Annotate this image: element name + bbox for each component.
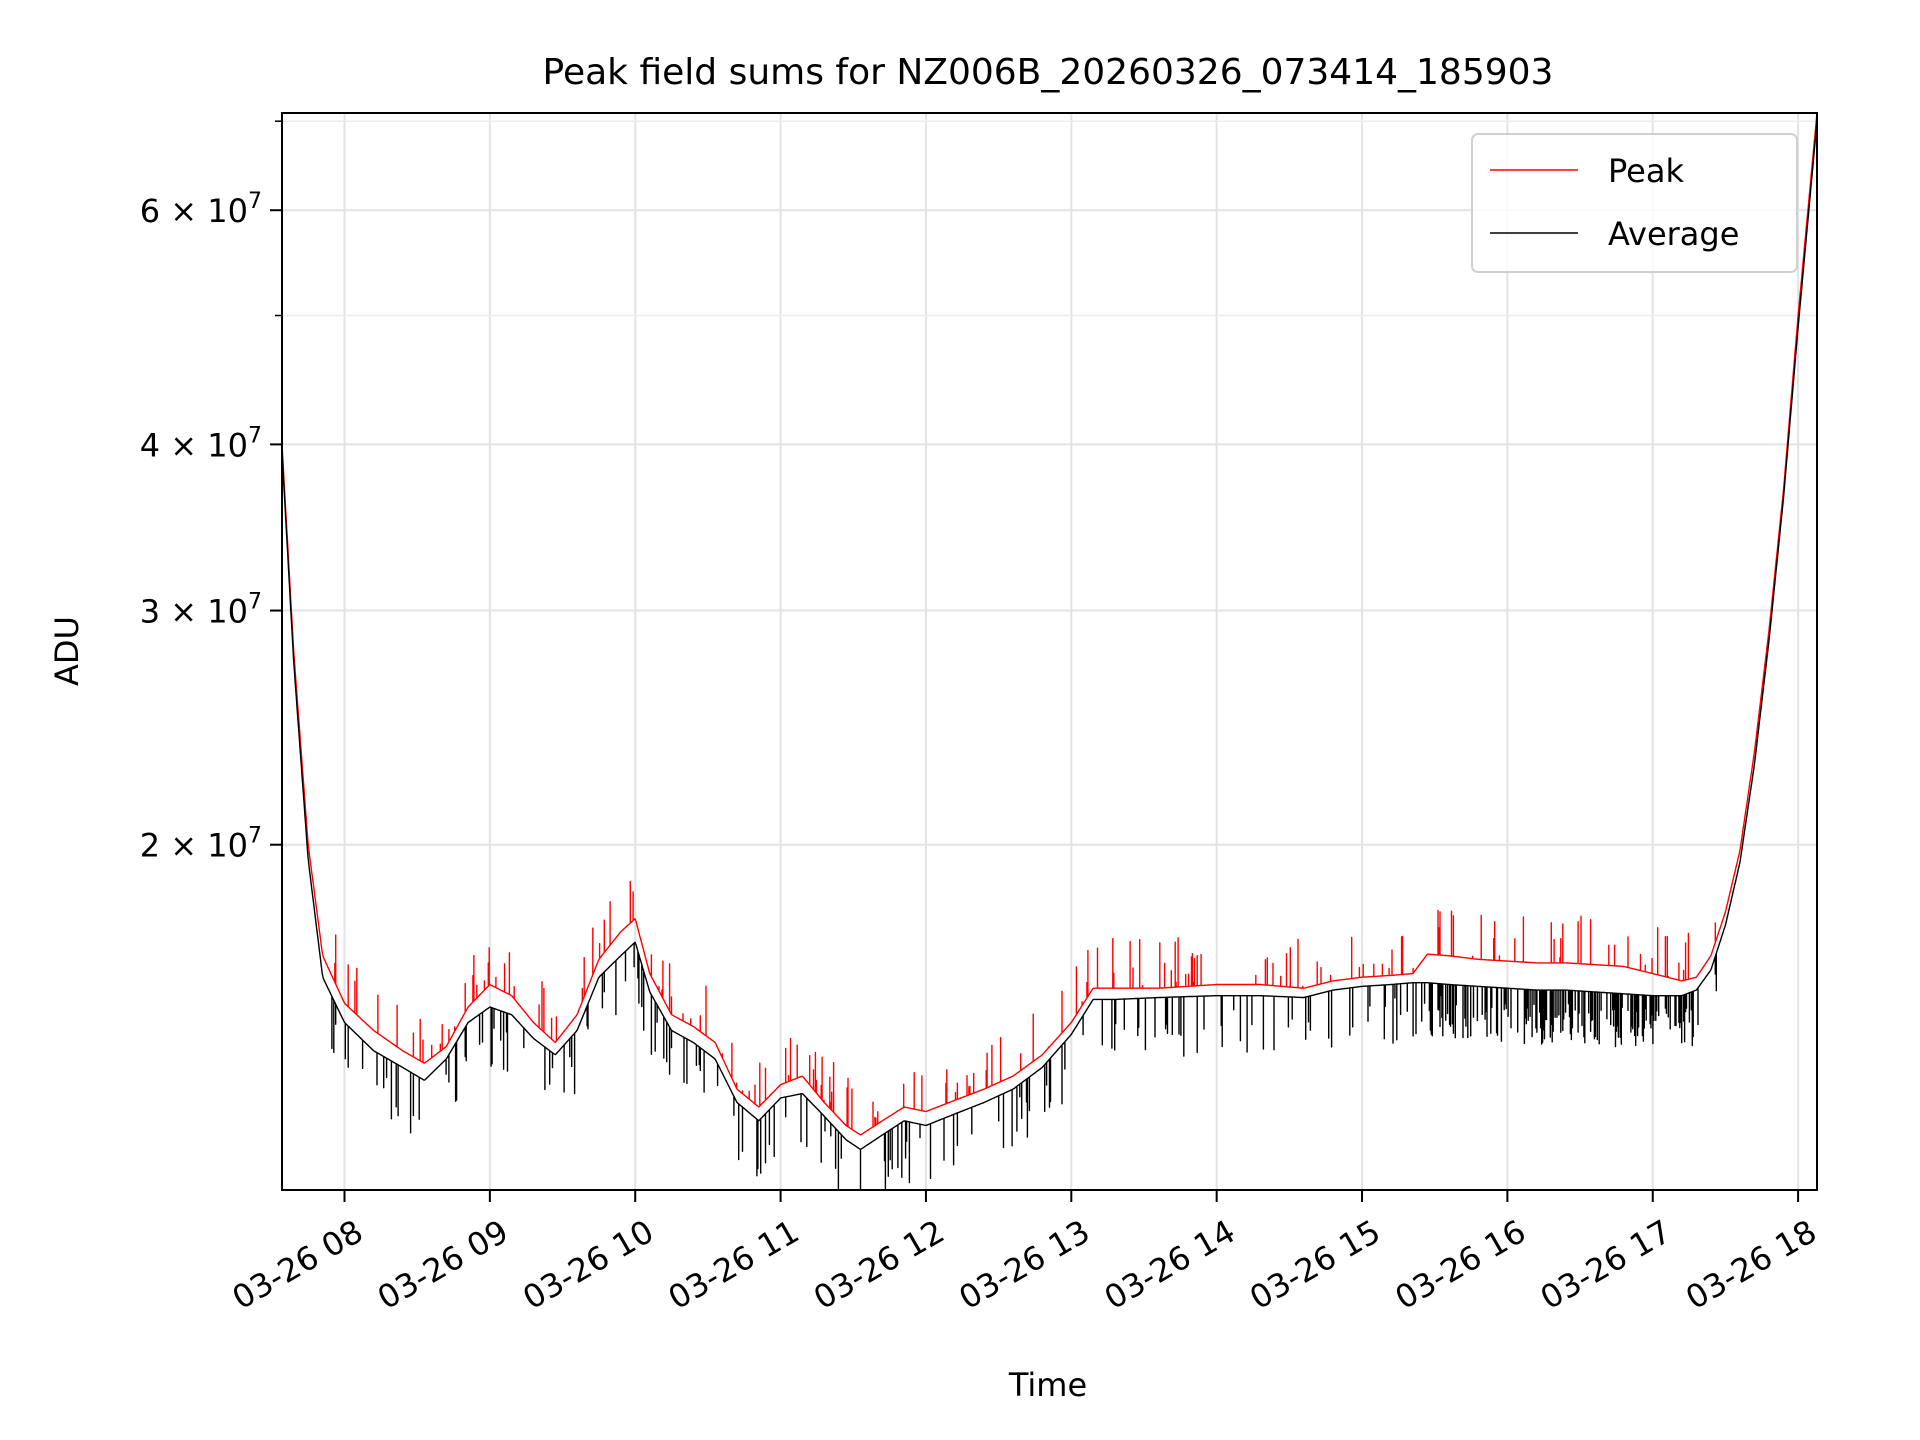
y-tick-label: 6 × 107 [140,189,262,230]
legend: Peak Average [1471,133,1798,273]
series-line-peak [281,112,1818,1136]
series-line-average [281,121,1818,1191]
chart-title: Peak field sums for NZ006B_20260326_0734… [543,52,1554,93]
legend-label-peak: Peak [1608,152,1684,190]
y-axis: 2 × 107 3 × 107 4 × 107 6 × 107 [140,120,282,865]
plot-series [281,112,1818,1191]
y-axis-label: ADU [48,616,86,686]
plot-frame [281,112,1818,1191]
legend-label-average: Average [1608,215,1739,253]
y-tick-label: 3 × 107 [140,590,262,631]
legend-box [1471,133,1798,273]
y-tick-label: 4 × 107 [140,423,262,464]
y-tick-label: 2 × 107 [140,824,262,865]
x-axis-label: Time [1008,1366,1087,1404]
